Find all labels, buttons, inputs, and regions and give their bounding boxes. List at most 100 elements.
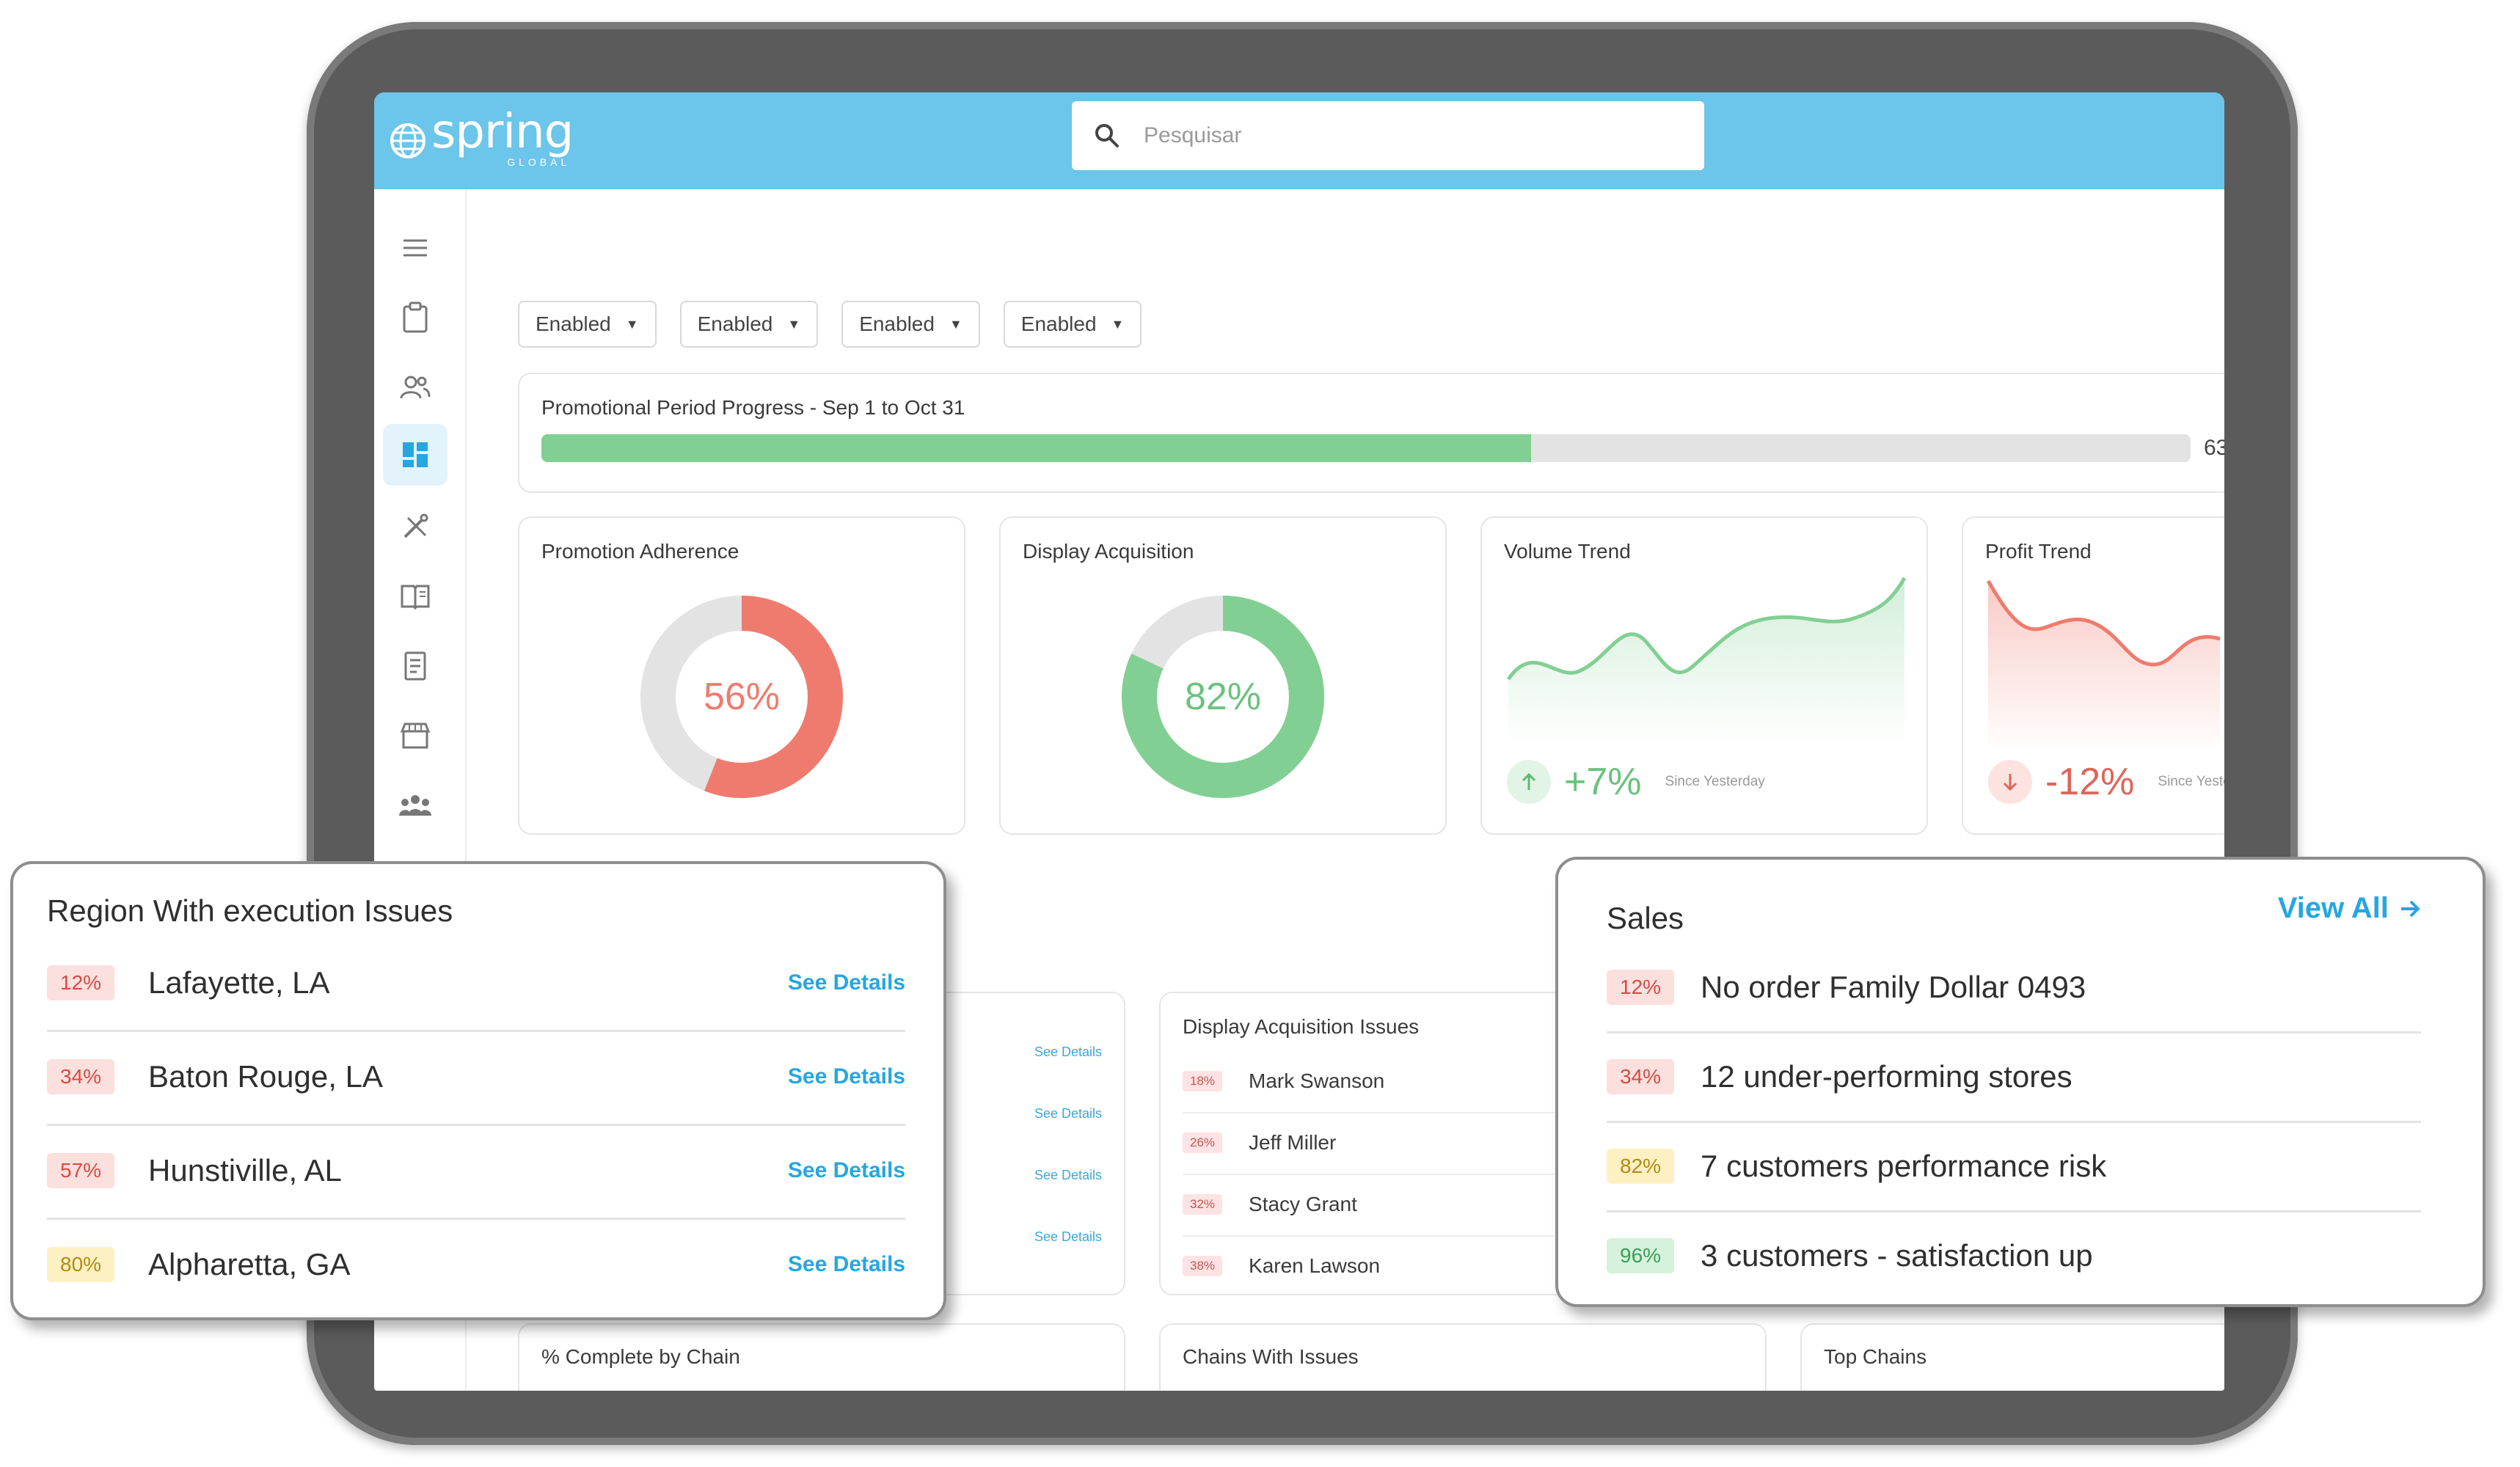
region-name: Lafayette, LA <box>148 965 330 1000</box>
acquisition-donut-chart <box>1122 596 1324 798</box>
filter-dropdown-1[interactable]: Enabled ▼ <box>518 301 657 348</box>
region-row[interactable]: 57% Hunstiville, AL See Details <box>47 1124 905 1220</box>
volume-area <box>1508 578 1904 745</box>
donut-value: 82% <box>1184 676 1262 718</box>
menu-icon <box>403 239 427 257</box>
book-icon <box>401 585 430 610</box>
filter-label: Enabled <box>1020 312 1097 335</box>
sidebar-item-users[interactable] <box>383 356 448 418</box>
edit-icon <box>403 513 428 538</box>
sidebar-item-tasks[interactable] <box>383 287 448 348</box>
view-all-label: View All <box>2277 892 2389 924</box>
progress-title: Promotional Period Progress - Sep 1 to O… <box>541 396 965 419</box>
filter-bar: Enabled ▼ Enabled ▼ Enabled ▼ Enabled ▼ <box>518 301 1142 348</box>
percent-badge: 96% <box>1607 1238 1675 1273</box>
region-row[interactable]: 34% Baton Rouge, LA See Details <box>47 1030 905 1126</box>
store-icon <box>400 722 431 749</box>
report-icon <box>404 651 426 681</box>
profit-trend-since: Since Yesterday <box>2158 774 2224 789</box>
sidebar-menu-button[interactable] <box>383 217 448 279</box>
issue-row[interactable]: 38% Karen Lawson <box>1183 1235 1750 1297</box>
search-icon <box>1095 124 1119 147</box>
see-details-link[interactable]: See Details <box>787 1064 905 1089</box>
sales-title: Sales <box>1607 901 1684 935</box>
progress-fill <box>541 434 1531 462</box>
search-input[interactable] <box>1142 122 1659 149</box>
see-details-link[interactable]: See Details <box>787 1158 905 1182</box>
filter-dropdown-4[interactable]: Enabled ▼ <box>1003 301 1142 348</box>
sales-row[interactable]: 96% 3 customers - satisfaction up <box>1607 1212 2421 1300</box>
volume-trend-value: +7% <box>1564 761 1642 803</box>
card-title: Display Acquisition Issues <box>1183 1015 1420 1038</box>
sales-row-text: 3 customers - satisfaction up <box>1701 1238 2093 1273</box>
profit-line <box>1986 579 2221 667</box>
percent-badge: 34% <box>1607 1059 1675 1094</box>
region-row[interactable]: 12% Lafayette, LA See Details <box>47 936 905 1032</box>
progress-track <box>541 434 2191 462</box>
volume-trend-card[interactable]: Volume Trend +7% Since Yesterday <box>1480 516 1928 835</box>
volume-trend-summary: +7% Since Yesterday <box>1507 760 1765 804</box>
issue-row: See Details <box>541 1144 1109 1206</box>
see-details-link[interactable]: See Details <box>1034 1105 1102 1121</box>
sales-row[interactable]: 82% 7 customers performance risk <box>1607 1122 2421 1212</box>
percent-badge: 80% <box>47 1247 115 1282</box>
person-name: Mark Swanson <box>1249 1069 1385 1092</box>
region-name: Hunstiville, AL <box>148 1153 342 1188</box>
sidebar-item-teams[interactable] <box>383 775 448 836</box>
issue-row[interactable]: 32% Stacy Grant <box>1183 1174 1750 1237</box>
card-title: Promotion Adherence <box>541 540 739 563</box>
see-details-link[interactable]: See Details <box>1034 1229 1102 1244</box>
sales-row[interactable]: 12% No order Family Dollar 0493 <box>1607 943 2421 1034</box>
volume-trend-since: Since Yesterday <box>1665 774 1765 789</box>
clipboard-icon <box>403 301 428 333</box>
see-details-link[interactable]: See Details <box>787 1252 905 1276</box>
view-all-link[interactable]: View All <box>2278 892 2421 925</box>
top-bar: spring GLOBAL <box>374 92 2224 189</box>
sidebar-item-tools[interactable] <box>383 496 448 557</box>
logo-subtitle: GLOBAL <box>507 156 571 168</box>
volume-line <box>1506 577 1907 681</box>
volume-sparkline <box>1506 577 1907 745</box>
see-details-link[interactable]: See Details <box>787 970 905 995</box>
profit-trend-card[interactable]: Profit Trend -12% Since Yesterday <box>1962 516 2224 835</box>
see-details-link[interactable]: See Details <box>1034 1044 1102 1059</box>
display-acquisition-card[interactable]: Display Acquisition 82% <box>999 516 1447 835</box>
filter-dropdown-3[interactable]: Enabled ▼ <box>841 301 980 348</box>
see-details-link[interactable]: See Details <box>1034 1167 1102 1182</box>
logo[interactable]: spring GLOBAL <box>389 109 574 175</box>
filter-dropdown-2[interactable]: Enabled ▼ <box>679 301 819 348</box>
issue-row: See Details <box>541 1206 1109 1267</box>
filter-label: Enabled <box>859 312 935 335</box>
percent-badge: 34% <box>47 1059 115 1094</box>
filter-label: Enabled <box>697 312 773 335</box>
profit-area <box>1988 581 2220 745</box>
progress-percent: 63% <box>2204 436 2224 460</box>
issue-row: See Details <box>541 1021 1109 1083</box>
percent-badge: 12% <box>47 965 115 1000</box>
top-chains-card[interactable]: Top Chains <box>1800 1323 2224 1391</box>
sales-row-text: 12 under-performing stores <box>1701 1059 2072 1094</box>
region-issues-card: Region With execution Issues 12% Lafayet… <box>10 861 946 1320</box>
person-name: Jeff Miller <box>1249 1131 1337 1154</box>
card-title: Profit Trend <box>1985 540 2092 563</box>
promotion-adherence-card[interactable]: Promotion Adherence 56% <box>518 516 965 835</box>
sidebar-item-catalog[interactable] <box>383 566 448 627</box>
region-name: Alpharetta, GA <box>148 1247 351 1281</box>
filter-label: Enabled <box>536 312 611 335</box>
arrow-up-icon <box>1507 760 1551 804</box>
complete-by-chain-card[interactable]: % Complete by Chain <box>518 1323 1125 1391</box>
profit-trend-value: -12% <box>2045 761 2135 803</box>
region-issues-title: Region With execution Issues <box>47 893 453 928</box>
sales-row[interactable]: 34% 12 under-performing stores <box>1607 1033 2421 1123</box>
issue-row[interactable]: 26% Jeff Miller <box>1183 1112 1750 1175</box>
region-row[interactable]: 80% Alpharetta, GA See Details <box>47 1218 905 1311</box>
issue-row[interactable]: 18% Mark Swanson <box>1183 1050 1750 1113</box>
profit-trend-summary: -12% Since Yesterday <box>1988 760 2224 804</box>
caret-down-icon: ▼ <box>625 316 639 332</box>
sidebar-item-stores[interactable] <box>383 705 448 767</box>
sidebar-item-dashboard[interactable] <box>383 424 448 486</box>
sidebar-item-reports[interactable] <box>383 635 448 697</box>
arrow-right-icon <box>2401 900 2420 917</box>
chains-with-issues-card[interactable]: Chains With Issues <box>1159 1323 1767 1391</box>
search-box[interactable] <box>1072 101 1704 170</box>
